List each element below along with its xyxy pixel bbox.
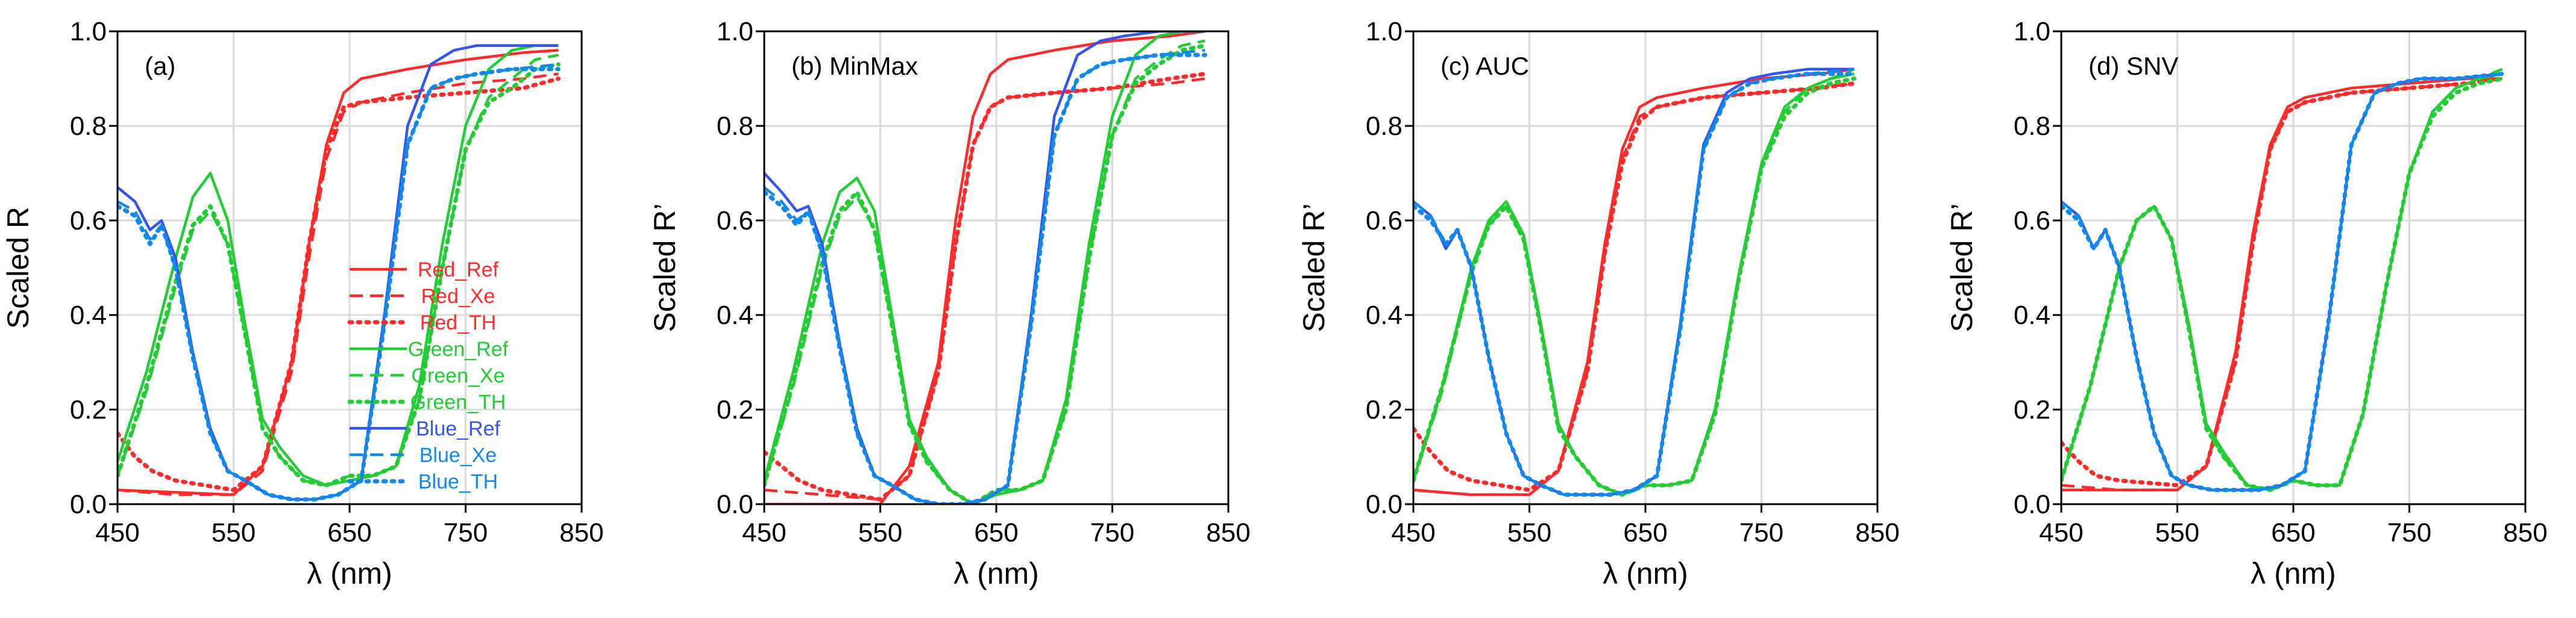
- x-tick-label: 750: [1090, 518, 1134, 548]
- chart-panel-3: 450 550 650 750 850 0.0 0.2 0.4 0.6 0.8 1.0 λ (nm) S…: [1945, 17, 2548, 590]
- x-axis-title: λ (nm): [1603, 557, 1688, 590]
- y-axis-title: Scaled R: [1, 207, 35, 329]
- y-axis-title: Scaled R’: [1945, 204, 1979, 332]
- y-tick-label: 1.0: [1366, 17, 1403, 46]
- series-line-Green_TH: [118, 62, 561, 488]
- x-tick-label: 850: [2503, 518, 2547, 548]
- x-tick-label: 850: [1206, 518, 1250, 548]
- y-tick-label: 0.4: [70, 301, 107, 330]
- series-line-Blue_TH: [764, 52, 1207, 504]
- x-tick-label: 450: [95, 518, 139, 548]
- x-axis-title: λ (nm): [2251, 557, 2336, 590]
- legend-label-Red_Ref: Red_Ref: [418, 258, 499, 281]
- legend: Red_Ref Red_Xe Red_TH Green_Ref Green_Xe Gree…: [347, 258, 509, 493]
- y-tick-label: 0.2: [717, 395, 753, 425]
- y-tick-label: 0.4: [717, 301, 753, 330]
- x-tick-label: 550: [1507, 518, 1551, 548]
- x-tick-label: 750: [1739, 518, 1783, 548]
- series-line-Blue_TH: [1413, 72, 1856, 497]
- y-tick-label: 0.6: [1366, 206, 1403, 236]
- series-line-Red_Xe: [118, 72, 559, 496]
- legend-label-Green_Xe: Green_Xe: [412, 364, 505, 387]
- y-tick-label: 0.8: [2014, 111, 2050, 141]
- x-tick-label: 650: [2271, 518, 2315, 548]
- y-tick-label: 0.8: [717, 111, 753, 141]
- series-line-Red_Xe: [2061, 77, 2502, 492]
- y-tick-label: 1.0: [717, 17, 753, 46]
- legend-label-Blue_TH: Blue_TH: [418, 470, 498, 493]
- series-line-Red_TH: [2061, 76, 2504, 488]
- legend-label-Blue_Ref: Blue_Ref: [416, 417, 500, 440]
- y-tick-label: 0.2: [2014, 395, 2050, 425]
- x-tick-label: 550: [212, 518, 256, 548]
- series-line-Blue_Ref: [2061, 72, 2502, 492]
- y-tick-label: 1.0: [2014, 17, 2050, 46]
- y-tick-label: 0.0: [717, 490, 753, 519]
- y-tick-label: 0.4: [2014, 301, 2050, 330]
- y-tick-label: 0.6: [2014, 206, 2050, 236]
- series-line-Green_TH: [1413, 76, 1856, 497]
- y-tick-label: 0.2: [70, 395, 107, 425]
- x-tick-label: 850: [1855, 518, 1899, 548]
- series-line-Red_TH: [764, 72, 1207, 502]
- panel-title: (b) MinMax: [791, 52, 918, 80]
- x-tick-label: 650: [327, 518, 371, 548]
- y-tick-label: 1.0: [70, 17, 107, 46]
- x-tick-label: 550: [2155, 518, 2199, 548]
- y-tick-label: 0.0: [70, 490, 107, 519]
- y-axis-title: Scaled R’: [1297, 204, 1331, 332]
- chart-panel-2: 450 550 650 750 850 0.0 0.2 0.4 0.6 0.8 1.0 λ (nm) S…: [1297, 17, 1900, 590]
- series-line-Green_Xe: [2061, 67, 2503, 492]
- y-tick-label: 0.8: [70, 111, 107, 141]
- chart-panel-1: 450 550 650 750 850 0.0 0.2 0.4 0.6 0.8 1.0 λ (nm) S…: [648, 17, 1251, 590]
- panel-title: (c) AUC: [1440, 52, 1529, 80]
- series-line-Blue_Ref: [764, 31, 1205, 504]
- panel-title: (d) SNV: [2088, 52, 2178, 80]
- y-tick-label: 0.8: [1366, 111, 1403, 141]
- series-line-Green_TH: [2061, 76, 2504, 492]
- series-line-Green_TH: [764, 43, 1207, 504]
- legend-label-Red_TH: Red_TH: [420, 311, 497, 334]
- y-tick-label: 0.6: [717, 206, 753, 236]
- x-tick-label: 650: [1623, 518, 1667, 548]
- x-tick-label: 850: [559, 518, 603, 548]
- x-tick-label: 450: [742, 518, 786, 548]
- series-line-Red_Ref: [1413, 67, 1855, 496]
- series-line-Green_Ref: [2061, 72, 2502, 492]
- x-tick-label: 750: [444, 518, 488, 548]
- x-axis-title: λ (nm): [307, 557, 392, 590]
- y-tick-label: 0.6: [70, 206, 107, 236]
- series-line-Red_Xe: [1413, 82, 1855, 496]
- series-line-Red_TH: [1413, 81, 1856, 492]
- series-line-Blue_Xe: [764, 49, 1205, 504]
- series-line-Red_TH: [118, 76, 561, 492]
- legend-label-Red_Xe: Red_Xe: [421, 285, 495, 308]
- x-tick-label: 650: [974, 518, 1018, 548]
- series-line-Green_Xe: [764, 39, 1205, 504]
- y-tick-label: 0.2: [1366, 395, 1403, 425]
- y-tick-label: 0.0: [2014, 490, 2050, 519]
- x-tick-label: 750: [2387, 518, 2431, 548]
- y-tick-label: 0.4: [1366, 301, 1403, 330]
- legend-label-Green_Ref: Green_Ref: [408, 338, 509, 361]
- x-tick-label: 450: [1391, 518, 1435, 548]
- x-tick-label: 550: [858, 518, 902, 548]
- y-axis-title: Scaled R’: [648, 204, 682, 332]
- x-axis-title: λ (nm): [953, 557, 1039, 590]
- series-line-Green_Ref: [764, 31, 1205, 504]
- y-tick-label: 0.0: [1366, 490, 1403, 519]
- x-tick-label: 450: [2039, 518, 2083, 548]
- panel-title: (a): [145, 52, 175, 80]
- series-line-Blue_TH: [118, 67, 561, 502]
- series-line-Blue_Xe: [2061, 72, 2502, 492]
- series-line-Red_Ref: [2061, 77, 2502, 492]
- series-line-Red_Ref: [764, 31, 1205, 504]
- legend-label-Green_TH: Green_TH: [410, 391, 506, 414]
- series-line-Blue_TH: [2061, 72, 2504, 492]
- chart-panel-0: 450 550 650 750 850 0.0 0.2 0.4 0.6 0.8 1.0 λ (nm) S…: [1, 17, 604, 590]
- legend-label-Blue_Xe: Blue_Xe: [419, 444, 497, 467]
